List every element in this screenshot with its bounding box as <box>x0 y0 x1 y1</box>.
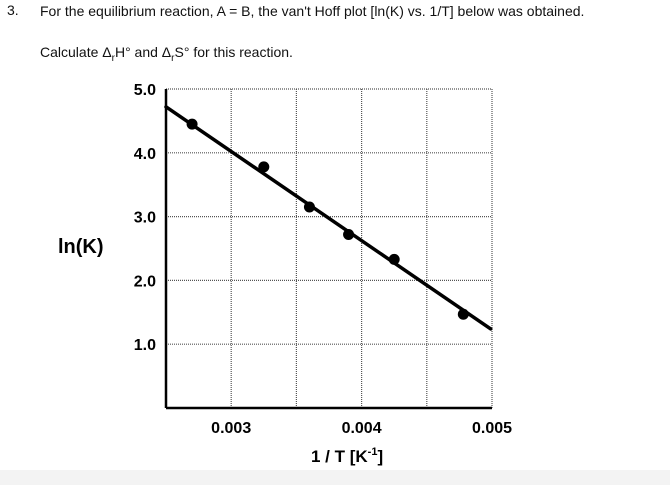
instruction-subscript-1: r <box>111 52 115 64</box>
question-number: 3. <box>7 2 19 18</box>
x-tick-label-2: 0.005 <box>472 420 512 437</box>
x-tick-label-0: 0.003 <box>211 420 251 437</box>
instruction-part-3: S° for this reaction. <box>174 44 293 60</box>
y-tick-label-1: 2.0 <box>134 273 156 290</box>
y-tick-label-3: 4.0 <box>134 146 156 163</box>
y-axis-label: ln(K) <box>58 236 104 258</box>
data-point-layer <box>186 118 469 320</box>
y-tick-label-0: 1.0 <box>134 337 156 354</box>
y-tick-label-4: 5.0 <box>134 82 156 99</box>
fit-line-layer <box>164 105 493 331</box>
data-point-5 <box>457 308 469 320</box>
tick-label-layer: 0.003 0.004 0.005 1.0 2.0 3.0 4.0 5.0 <box>134 82 512 437</box>
instruction-part-2: H° and Δ <box>114 44 172 60</box>
fit-line <box>164 105 493 331</box>
y-tick-label-2: 3.0 <box>134 210 156 227</box>
grid-layer <box>165 88 493 409</box>
question-text: For the equilibrium reaction, A = B, the… <box>40 3 585 19</box>
axis-layer <box>164 89 492 410</box>
x-axis-label-end: ] <box>377 447 383 466</box>
x-axis-label-main: 1 / T [K <box>311 447 368 466</box>
instruction-subscript-2: r <box>171 52 175 64</box>
data-point-1 <box>258 161 270 173</box>
instruction-part-1: Calculate Δ <box>40 44 112 60</box>
x-tick-label-1: 0.004 <box>342 420 382 437</box>
data-point-3 <box>343 228 355 240</box>
x-axis-label: 1 / T [K-1] <box>311 446 383 466</box>
footer-band <box>0 470 670 485</box>
x-axis-label-sup: -1 <box>368 446 378 458</box>
data-point-4 <box>388 253 400 265</box>
data-point-0 <box>186 118 198 130</box>
data-point-2 <box>303 201 315 213</box>
question-instruction: Calculate ΔrH° and ΔrS° for this reactio… <box>40 44 293 64</box>
